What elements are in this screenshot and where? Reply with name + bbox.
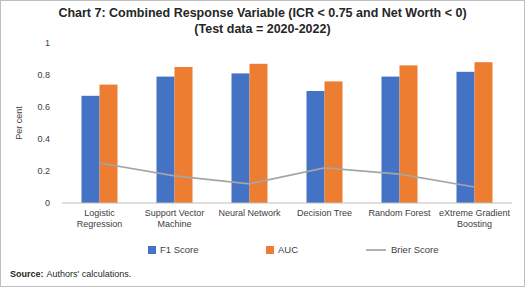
y-tick-label: 0.6 [37,102,50,112]
bar [82,96,100,203]
y-axis-label: Per cent [14,106,24,140]
legend-label: Brier Score [391,244,439,255]
x-tick-label-line: eXtreme Gradient [439,208,511,218]
source-label: Source: [10,269,44,279]
source-text: Authors' calculations. [47,269,132,279]
x-tick-label: Support VectorMachine [145,208,205,229]
x-tick-label: Random Forest [368,208,431,218]
y-tick-label: 0 [45,198,50,208]
bar [400,65,418,203]
bar [100,85,118,203]
x-tick-label: Neural Network [218,208,281,218]
legend-label: AUC [278,244,298,255]
subtitle: (Test data = 2020-2022) [194,22,330,36]
chart-frame [1,1,525,287]
bar [307,91,325,203]
x-tick-label-line: Neural Network [218,208,281,218]
bar [157,77,175,203]
y-tick-label: 0.2 [37,166,50,176]
y-tick-label: 1 [45,38,50,48]
x-tick-label-line: Support Vector [145,208,205,218]
line [100,163,475,187]
x-tick-label: Decision Tree [297,208,352,218]
chart-svg: Chart 7: Combined Response Variable (ICR… [0,0,525,287]
legend-swatch [366,249,386,251]
source: Source:Authors' calculations. [10,269,131,279]
x-tick-label-line: Regression [77,219,123,229]
x-tick-label: LogisticRegression [77,208,123,229]
title: Chart 7: Combined Response Variable (ICR… [58,6,466,20]
bar [475,62,493,203]
x-tick-label-line: Decision Tree [297,208,352,218]
bar [325,81,343,203]
x-axis-line [62,203,512,204]
x-tick-label-line: Logistic [84,208,115,218]
x-tick-label-line: Random Forest [368,208,431,218]
bar [457,72,475,203]
y-tick-label: 0.4 [37,134,50,144]
legend-swatch [266,246,274,254]
plot-area [82,62,493,203]
bar [382,77,400,203]
legend-swatch [148,246,156,254]
x-tick-label-line: Boosting [457,219,492,229]
legend-label: F1 Score [160,244,199,255]
x-tick-label: eXtreme GradientBoosting [439,208,511,229]
x-tick-label-line: Machine [157,219,191,229]
y-tick-label: 0.8 [37,70,50,80]
bar [175,67,193,203]
